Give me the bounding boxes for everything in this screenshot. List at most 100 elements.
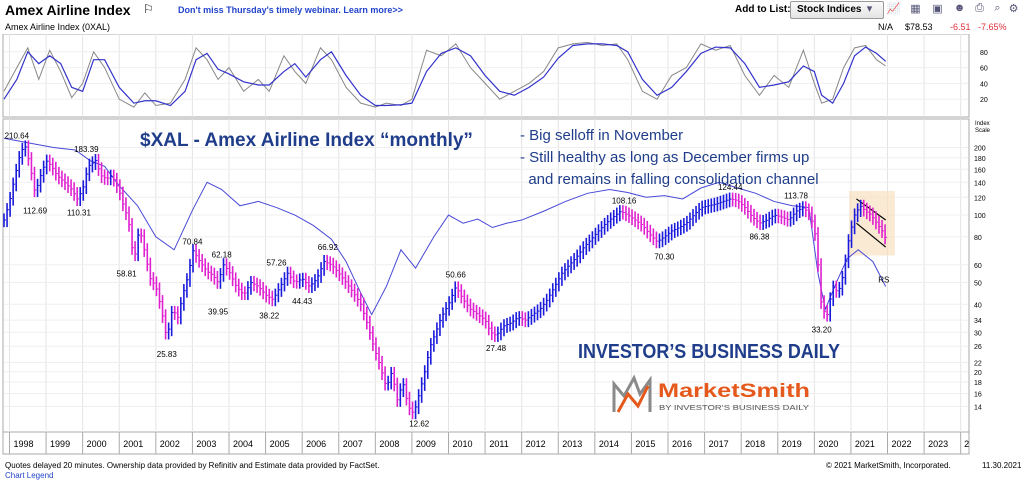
symbol-line: Amex Airline Index (0XAL) N/A $78.53 -6.… [0,21,1024,34]
price-label: 86.38 [749,232,770,241]
price-tick-label: 16 [974,392,982,399]
price-label: 66.92 [318,243,339,252]
price-tick-label: 180 [974,156,986,163]
grid-icon[interactable]: ▦ [910,3,921,15]
price-tick-label: 140 [974,180,986,187]
price-label: 50.66 [446,270,467,279]
people-icon[interactable]: ☻ [953,2,966,14]
x-tick-label: 2009 [416,439,436,449]
x-tick-label: 2017 [709,439,729,449]
print-icon[interactable]: ⎙ [975,2,984,14]
price-tick-label: 50 [974,281,982,288]
x-axis-panel [2,431,970,455]
marketsmith-mark-icon [612,374,652,412]
chart-title: $XAL - Amex Airline Index “monthly” [140,130,473,151]
chevron-down-icon[interactable]: ▾ [866,3,873,15]
chart-date: 11.30.2021 [982,461,1022,470]
last-price: $78.53 [905,22,933,32]
price-tick-label: 40 [974,302,982,309]
x-tick-label: 1998 [13,439,33,449]
x-tick-label: 2021 [855,439,875,449]
price-label: 210.64 [5,132,30,141]
price-label: 70.30 [654,252,675,261]
chart-legend-link[interactable]: Chart Legend [5,471,54,480]
price-label: 113.78 [784,191,808,200]
na-label: N/A [878,22,894,32]
price-label: 108.16 [612,196,637,205]
price-tick-label: 30 [974,330,982,337]
price-tick-label: 160 [974,167,986,174]
x-tick-label: 2004 [233,439,253,449]
x-tick-label: 2008 [379,439,399,449]
rs-line [3,137,887,316]
osc-tick-label: 60 [980,66,988,73]
marketsmith-sub: BY INVESTOR’S BUSINESS DAILY [659,405,809,412]
index-scale-label-2: Scale [975,128,991,134]
osc-tick-label: 80 [980,50,988,57]
oscillator-panel [2,34,970,118]
price-change: -6.51 [950,22,971,32]
ibd-logo: INVESTOR’S BUSINESS DAILY [578,341,841,363]
list-select[interactable]: Stock Indices [790,1,884,19]
flag-icon[interactable]: ⚐ [143,2,154,16]
price-label: 39.95 [208,307,229,316]
price-label: 110.31 [67,208,91,217]
x-tick-label: 2003 [196,439,216,449]
gear-icon[interactable]: ⚙ [1008,3,1019,15]
marketsmith-logo: MarketSmith BY INVESTOR’S BUSINESS DAILY [612,374,810,413]
price-label: 27.48 [486,344,507,353]
price-label: 70.84 [182,238,203,247]
price-panel [2,118,970,433]
x-tick-label: 2018 [745,439,765,449]
search-icon[interactable]: ⌕ [994,2,1001,14]
x-tick-label: 2011 [489,439,508,449]
x-tick-label: 2013 [562,439,582,449]
price-tick-label: 22 [974,360,982,367]
chart-icon[interactable]: 📈 [886,3,901,15]
x-tick-label: 2012 [526,439,546,449]
x-tick-label: 2016 [672,439,692,449]
calendar-icon[interactable]: ▣ [932,3,943,15]
osc-tick-label: 40 [980,81,988,88]
x-tick-label: 2005 [270,439,290,449]
list-select-value: Stock Indices [797,4,862,15]
price-label: 57.26 [267,258,288,267]
marketsmith-name: MarketSmith [658,381,810,402]
price-label: 124.44 [718,183,743,192]
x-tick-label: 2 [964,439,969,449]
x-tick-label: 2020 [818,439,838,449]
x-tick-label: 2000 [87,439,107,449]
add-to-list-label: Add to List: [735,4,791,15]
x-tick-label: 2001 [123,439,143,449]
price-tick-label: 34 [974,318,982,325]
x-tick-label: 2015 [635,439,655,449]
price-label: 44.43 [292,297,313,306]
price-change-pct: -7.65% [978,22,1007,32]
annotation-line-2: - Still healthy as long as December firm… [520,149,809,166]
price-tick-label: 14 [974,405,982,412]
footer: Quotes delayed 20 minutes. Ownership dat… [0,458,1024,481]
page-title: Amex Airline Index [5,2,131,18]
price-label: 33.20 [812,325,833,334]
price-tick-label: 26 [974,344,982,351]
x-tick-label: 2006 [306,439,326,449]
x-tick-label: 2014 [599,439,619,449]
annotation-line-3: and remains in falling consolidation cha… [520,171,819,188]
symbol-name: Amex Airline Index (0XAL) [5,22,111,32]
quotes-note: Quotes delayed 20 minutes. Ownership dat… [5,461,380,470]
price-label: RS [878,276,889,285]
channel-lower-line [856,222,887,248]
price-tick-label: 20 [974,370,982,377]
price-label: 58.81 [117,270,138,279]
price-tick-label: 200 [974,146,986,153]
copyright: © 2021 MarketSmith, Incorporated. [826,461,951,470]
price-label: 25.83 [157,350,178,359]
consolidation-box [849,191,895,256]
webinar-promo-link[interactable]: Don't miss Thursday's timely webinar. Le… [178,5,403,15]
price-label: 62.18 [212,250,233,259]
marketsmith-arrow-icon [616,385,650,413]
chart-area: 1998 1999 2000 2001 2002 2003 2004 2005 2006 2007… [2,34,991,455]
x-tick-label: 2022 [891,439,911,449]
x-tick-label: 2002 [160,439,180,449]
price-label: 183.39 [74,145,99,154]
